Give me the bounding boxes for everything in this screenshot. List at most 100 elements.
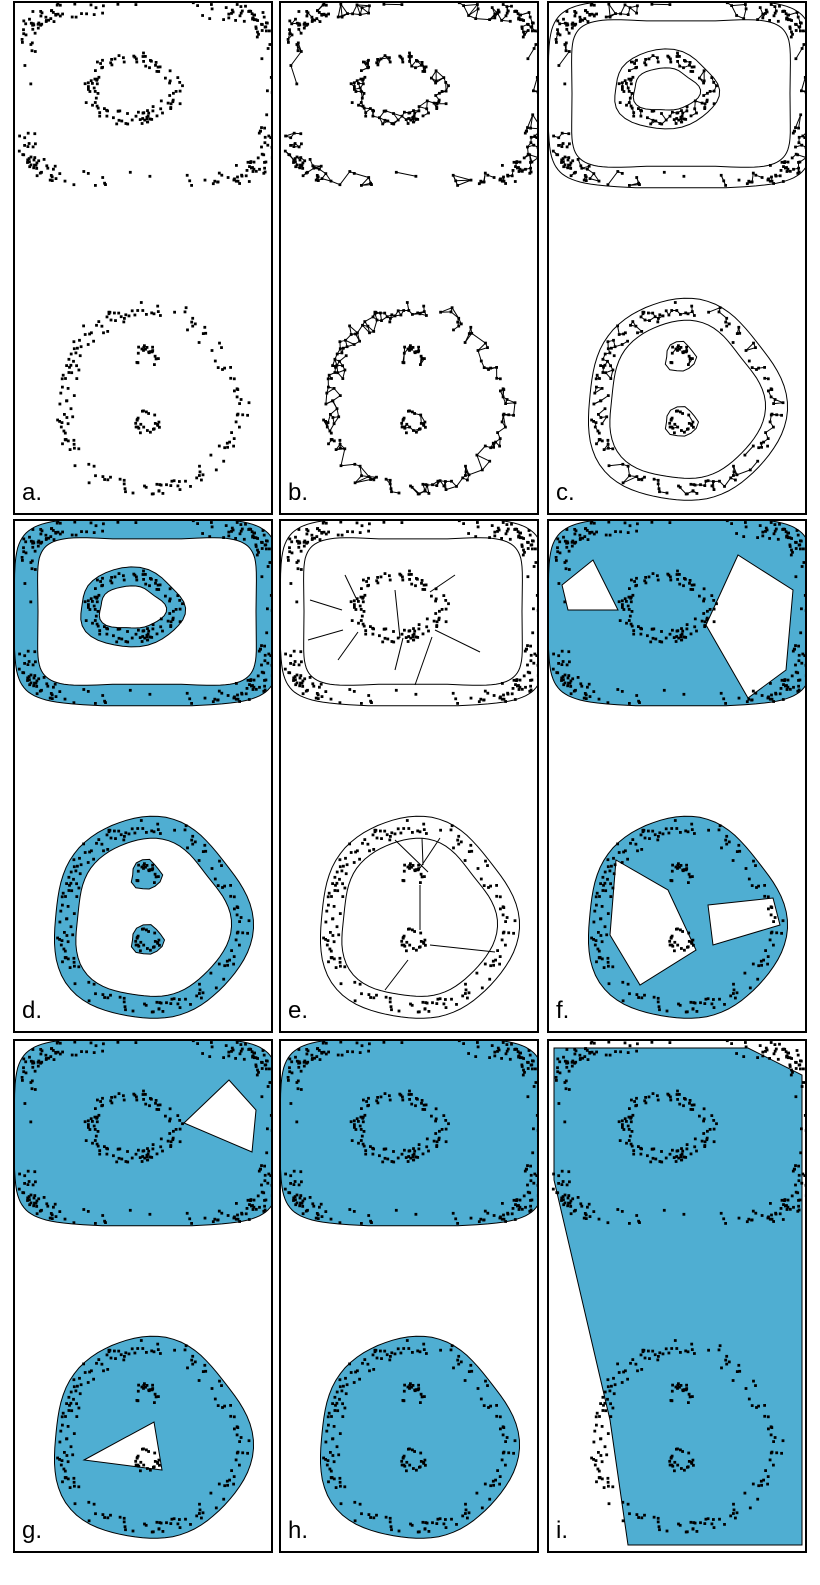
data-point [174, 90, 178, 93]
data-point [109, 61, 113, 65]
data-point [235, 1202, 238, 1205]
data-point [265, 1067, 268, 1071]
data-point [235, 395, 239, 399]
data-point [790, 19, 793, 22]
data-point [592, 420, 595, 423]
data-point [769, 3, 773, 6]
data-point [216, 884, 220, 887]
data-point [338, 359, 341, 363]
data-point [621, 603, 624, 606]
data-point [358, 531, 362, 534]
data-point [794, 663, 797, 667]
data-point [592, 521, 596, 525]
data-point [647, 311, 650, 315]
data-point [791, 649, 795, 653]
data-point [161, 1010, 165, 1013]
data-point [274, 1083, 277, 1086]
data-point [58, 420, 61, 423]
panel-e: e. [279, 519, 539, 1033]
data-point [98, 632, 102, 636]
data-point [668, 425, 672, 429]
data-point [239, 523, 243, 526]
data-point [556, 19, 560, 23]
data-point [227, 12, 231, 16]
data-point [476, 7, 480, 11]
data-point [408, 629, 412, 633]
data-point [558, 551, 562, 555]
data-point [405, 301, 409, 304]
data-point [774, 527, 778, 531]
data-point [141, 573, 145, 576]
data-point [58, 402, 62, 406]
data-point [54, 1215, 58, 1218]
data-point [262, 153, 266, 157]
data-point [274, 90, 277, 93]
data-point [252, 13, 256, 17]
data-point [463, 341, 467, 344]
data-point [678, 582, 682, 586]
data-point [45, 19, 48, 22]
data-point [422, 583, 426, 587]
data-point [26, 663, 30, 666]
data-point [45, 164, 49, 168]
data-point [403, 426, 407, 430]
data-point [151, 492, 155, 496]
data-point [719, 691, 723, 695]
data-point [423, 1007, 427, 1011]
data-point [464, 988, 468, 992]
data-point [684, 636, 688, 639]
data-point [270, 1183, 271, 1187]
data-point [469, 843, 473, 847]
data-point [344, 354, 348, 358]
data-point [31, 145, 35, 149]
data-point [94, 614, 98, 618]
data-point [705, 616, 709, 620]
data-point [355, 79, 359, 83]
data-point [316, 175, 320, 179]
data-point [65, 416, 69, 419]
data-point [535, 594, 537, 597]
data-point [406, 865, 410, 869]
data-point [412, 114, 416, 118]
data-point [407, 927, 410, 931]
data-point [247, 1218, 251, 1221]
data-point [654, 637, 658, 641]
data-point [431, 1001, 434, 1005]
data-point [153, 413, 157, 417]
data-point [515, 161, 518, 164]
data-point [796, 171, 800, 175]
data-point [294, 160, 297, 164]
data-point [327, 373, 331, 377]
data-point [256, 19, 259, 22]
graph-edge [477, 347, 488, 351]
data-point [710, 484, 714, 488]
graph-edge [530, 127, 537, 130]
data-point [65, 364, 68, 367]
data-point [144, 485, 148, 489]
data-point [608, 15, 612, 19]
data-point [296, 49, 300, 53]
data-point [50, 9, 54, 12]
data-point [239, 398, 243, 401]
data-point [360, 992, 363, 996]
data-point [390, 831, 394, 835]
data-point [145, 313, 148, 316]
data-point [362, 60, 365, 64]
data-point [522, 548, 525, 552]
data-point [91, 82, 94, 85]
data-point [87, 88, 90, 91]
data-point [768, 179, 772, 183]
data-point [500, 938, 504, 942]
data-point [413, 930, 416, 933]
data-point [327, 530, 330, 534]
graph-edge [795, 114, 802, 128]
data-point [498, 955, 502, 958]
data-point [106, 478, 110, 482]
panel-label: e. [288, 997, 308, 1024]
data-point [85, 530, 88, 534]
data-point [178, 599, 182, 602]
data-point [661, 832, 665, 836]
data-point [390, 490, 393, 494]
data-point [69, 363, 73, 367]
data-point [171, 618, 175, 622]
